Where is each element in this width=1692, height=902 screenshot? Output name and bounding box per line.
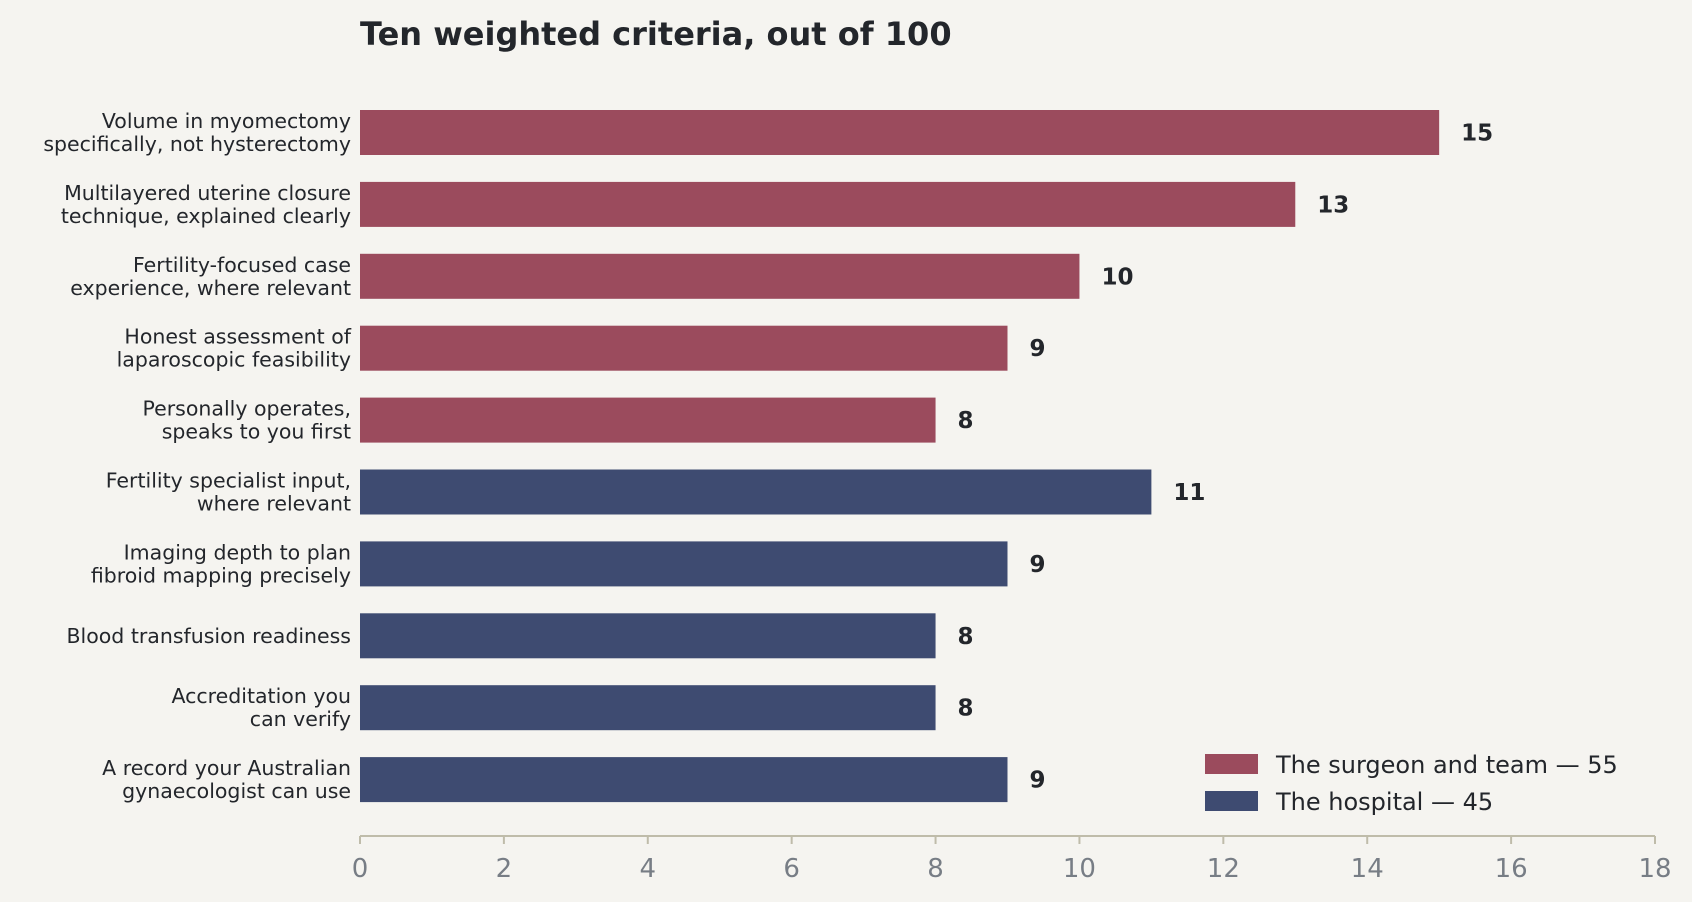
category-label: Honest assessment of laparoscopic feasibi… [117,325,352,372]
x-tick-label: 12 [1207,854,1240,884]
bars-layer [360,110,1440,803]
legend: The surgeon and team — 55 The hospital — … [1205,751,1618,816]
value-label: 9 [1030,552,1046,578]
value-label: 8 [958,696,974,722]
x-tick-label: 8 [927,854,944,884]
bar [360,469,1152,515]
bar [360,253,1080,299]
x-tick-label: 6 [783,854,800,884]
x-tick-label: 18 [1638,854,1671,884]
legend-label: The surgeon and team — 55 [1275,751,1618,779]
bar [360,685,936,731]
value-label: 8 [958,624,974,650]
bar [360,397,936,443]
category-label: Volume in myomectomy specifically, not hy… [43,109,351,156]
bar [360,757,1008,803]
x-tick-label: 10 [1063,854,1096,884]
category-label: Imaging depth to plan fibroid mapping pre… [91,540,351,587]
category-label: Accreditation you can verify [171,684,351,731]
chart-title: Ten weighted criteria, out of 100 [360,15,952,53]
value-label: 9 [1030,768,1046,794]
category-label: Blood transfusion readiness [66,624,351,648]
legend-swatch [1205,791,1258,811]
category-label: A record your Australian gynaecologist ca… [102,756,351,803]
legend-label: The hospital — 45 [1275,788,1493,816]
category-label: Multilayered uterine closure technique, e… [61,181,351,228]
value-label: 8 [958,408,974,434]
x-tick-label: 14 [1351,854,1384,884]
value-label: 9 [1030,336,1046,362]
value-labels: 15 13 10 9 8 11 9 8 8 9 [958,121,1494,794]
bar [360,541,1008,587]
category-labels: Volume in myomectomy specifically, not hy… [43,109,351,803]
category-label: Fertility specialist input, where relevan… [106,469,351,516]
value-label: 13 [1317,192,1349,218]
bar [360,613,936,659]
category-label: Personally operates, speaks to you first [143,397,352,444]
x-tick-label: 2 [496,854,513,884]
x-tick-label: 16 [1495,854,1528,884]
bar [360,110,1440,155]
x-tick-label: 4 [640,854,657,884]
value-label: 11 [1173,480,1205,506]
value-label: 15 [1461,121,1493,147]
bar [360,181,1296,227]
x-axis: 0 2 4 6 8 10 12 14 16 18 [352,835,1672,884]
category-label: Fertility-focused case experience, where … [70,253,351,300]
x-tick-label: 0 [352,854,369,884]
bar [360,325,1008,371]
legend-swatch [1205,754,1258,774]
value-label: 10 [1101,264,1133,290]
